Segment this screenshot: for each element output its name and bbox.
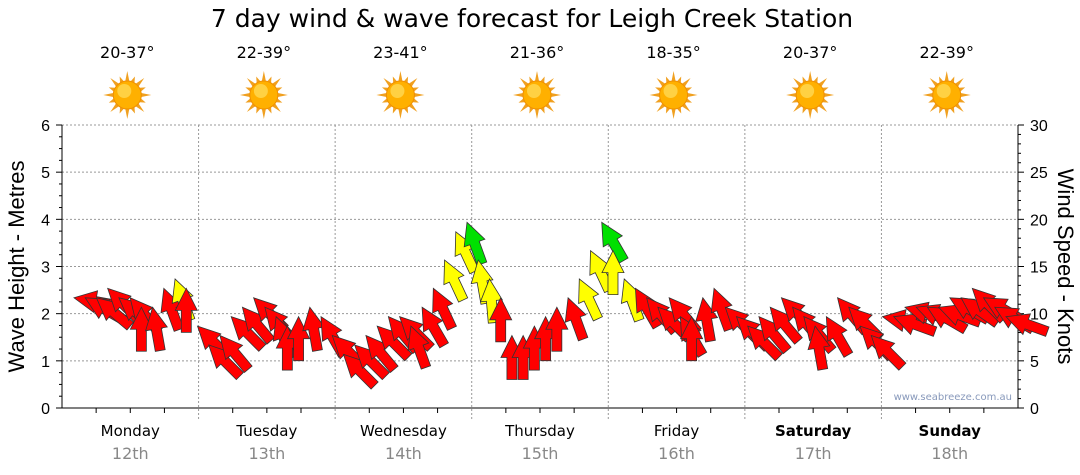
day-temperature: 20-37° bbox=[100, 43, 155, 62]
right-tick-label: 15 bbox=[1030, 260, 1048, 277]
wind-arrow bbox=[432, 287, 457, 331]
day-name: Saturday bbox=[775, 422, 852, 440]
day-date: 16th bbox=[658, 444, 695, 463]
day-name: Thursday bbox=[504, 422, 575, 440]
wind-arrow bbox=[578, 278, 603, 322]
right-tick-label: 0 bbox=[1030, 401, 1039, 418]
wind-arrow bbox=[463, 221, 488, 266]
chart-title: 7 day wind & wave forecast for Leigh Cre… bbox=[210, 4, 854, 33]
right-tick-label: 20 bbox=[1030, 212, 1048, 229]
left-tick-label: 5 bbox=[41, 165, 50, 182]
wind-arrow bbox=[1005, 313, 1050, 337]
right-tick-label: 5 bbox=[1030, 354, 1039, 371]
wind-arrow bbox=[564, 296, 589, 342]
day-temperature: 22-39° bbox=[919, 43, 974, 62]
left-tick-label: 1 bbox=[41, 354, 50, 371]
day-name: Tuesday bbox=[235, 422, 297, 440]
right-tick-label: 10 bbox=[1030, 307, 1048, 324]
day-temperature: 21-36° bbox=[510, 43, 565, 62]
sun-icon bbox=[786, 71, 835, 119]
wind-arrow bbox=[407, 325, 432, 370]
wind-arrow bbox=[807, 325, 831, 371]
day-temperature: 20-37° bbox=[783, 43, 838, 62]
day-date: 18th bbox=[931, 444, 968, 463]
day-date: 13th bbox=[248, 444, 285, 463]
wind-arrow bbox=[443, 259, 469, 303]
sun-icon bbox=[922, 71, 971, 119]
sun-icon bbox=[649, 71, 698, 119]
day-name: Friday bbox=[654, 422, 700, 440]
wind-arrow bbox=[870, 334, 907, 371]
day-temperature: 22-39° bbox=[237, 43, 292, 62]
sun-icon bbox=[513, 71, 561, 119]
wind-arrow bbox=[174, 287, 198, 333]
wind-arrow bbox=[145, 306, 168, 352]
day-date: 15th bbox=[522, 444, 559, 463]
sun-icon bbox=[103, 71, 152, 119]
day-date: 17th bbox=[795, 444, 832, 463]
day-temperature: 23-41° bbox=[373, 43, 428, 62]
day-date: 12th bbox=[112, 444, 149, 463]
wind-arrow bbox=[679, 315, 704, 362]
right-tick-label: 30 bbox=[1030, 118, 1048, 135]
day-name: Monday bbox=[101, 422, 160, 440]
wind-arrow bbox=[219, 334, 253, 374]
day-temperature: 18-35° bbox=[646, 43, 701, 62]
wind-arrow bbox=[695, 296, 719, 343]
wind-arrow bbox=[489, 296, 513, 343]
wind-arrow bbox=[421, 306, 449, 349]
right-tick-label: 25 bbox=[1030, 165, 1048, 182]
sun-icon bbox=[239, 71, 288, 119]
day-name: Wednesday bbox=[360, 422, 447, 440]
day-name: Sunday bbox=[919, 422, 982, 440]
right-axis-label: Wind Speed - Knots bbox=[1053, 169, 1078, 365]
sun-icon bbox=[376, 71, 425, 119]
wind-arrow bbox=[825, 315, 854, 358]
wind-arrow bbox=[601, 221, 629, 264]
left-axis-label: Wave Height - Metres bbox=[4, 161, 29, 373]
watermark: www.seabreeze.com.au bbox=[894, 392, 1012, 403]
left-tick-label: 4 bbox=[41, 212, 50, 229]
wind-arrow bbox=[710, 287, 735, 332]
left-tick-label: 0 bbox=[41, 401, 50, 418]
left-tick-label: 3 bbox=[41, 260, 50, 277]
wind-arrow bbox=[601, 249, 625, 296]
left-tick-label: 6 bbox=[41, 118, 50, 135]
left-tick-label: 2 bbox=[41, 307, 50, 324]
day-date: 14th bbox=[385, 444, 422, 463]
wind-arrow bbox=[545, 306, 569, 352]
